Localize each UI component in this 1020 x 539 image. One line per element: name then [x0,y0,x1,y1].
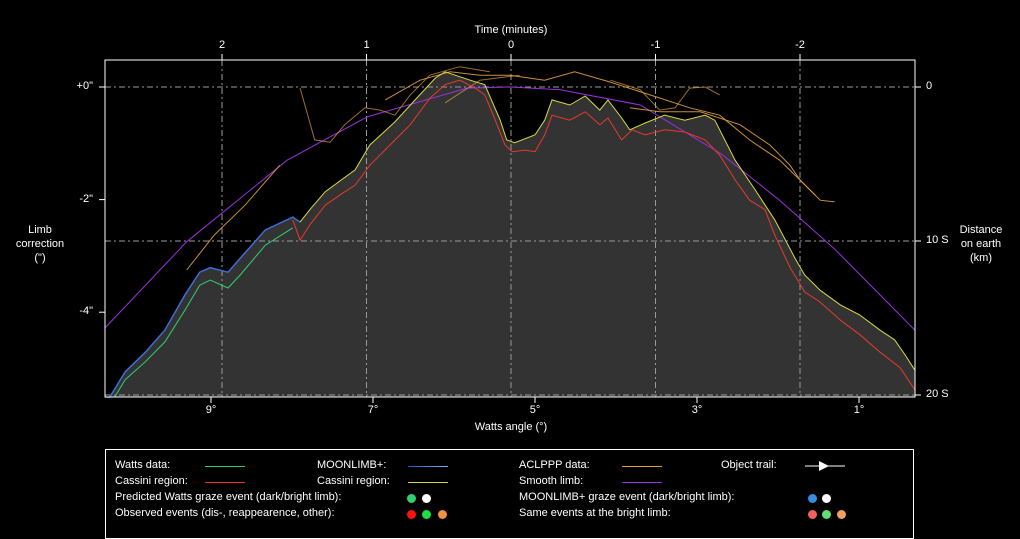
legend-dot-bright-reappearance [822,510,831,519]
legend-dot-watts-bright [422,494,431,503]
legend-label-object-trail: Object trail: [721,459,777,471]
legend-line-moonlimb [408,466,448,467]
series-cassini-moonlimb [299,71,916,371]
bottom-tick-label: 9° [205,404,217,416]
right-axis-title-2: on earth [960,238,1002,250]
bottom-tick-label: 3° [691,404,703,416]
right-tick-label: 10 S [926,234,949,246]
right-axis-title-3: (km) [970,252,992,264]
top-tick-label: -1 [650,39,661,51]
legend-line-cassini-watts [205,482,245,483]
right-axis-title-1: Distance [959,224,1003,236]
object-trail-arrow-icon [805,461,845,471]
profile-fill-area [104,71,915,403]
bottom-axis-title: Watts angle (°) [474,421,548,433]
legend-label-cassini-watts: Cassini region: [115,475,188,487]
limb-profile-chart [0,0,1020,448]
series-aclppp-trace [186,164,281,271]
series-aclppp-trace [444,74,520,104]
legend-label-cassini-moonlimb: Cassini region: [317,475,390,487]
left-axis-title-3: (") [34,252,46,264]
mask-left [0,0,105,440]
legend-line-aclppp [622,466,662,467]
legend-label-bright-limb-events: Same events at the bright limb: [519,507,671,519]
mask-bottom [0,398,1020,448]
legend-dot-bright-other [837,510,846,519]
series-smooth-limb [104,86,916,331]
series-aclppp-trace [610,79,720,111]
legend-line-watts [205,466,245,467]
legend: Watts data: MOONLIMB+: ACLPPP data: Obje… [105,449,914,539]
series-moonlimb [104,216,301,403]
series-watts-data [114,227,294,398]
left-axis-title-1: Limb [28,224,52,236]
series-cassini-watts [292,79,916,391]
legend-dot-disappearance [407,510,416,519]
legend-line-cassini-moonlimb [408,482,448,483]
legend-dot-moonlimb-dark [808,494,817,503]
top-tick-label: 2 [218,39,226,51]
left-tick-label: +0" [76,80,93,92]
legend-dot-other [438,510,447,519]
legend-label-watts: Watts data: [115,459,171,471]
bottom-tick-label: 7° [367,404,379,416]
top-tick-label: 0 [507,39,515,51]
top-tick-label: 1 [363,39,370,51]
legend-dot-moonlimb-bright [822,494,831,503]
series-aclppp-trace [384,71,835,203]
legend-label-aclppp: ACLPPP data: [519,459,590,471]
legend-dot-bright-disappearance [808,510,817,519]
legend-label-predicted-watts-graze: Predicted Watts graze event (dark/bright… [115,491,342,503]
legend-dot-watts-dark [407,494,416,503]
right-tick-label: 20 S [926,388,949,400]
legend-label-moonlimb-graze: MOONLIMB+ graze event (dark/bright limb)… [519,491,735,503]
left-axis-title-2: correction [15,238,65,250]
top-axis-title: Time (minutes) [474,24,548,36]
bottom-tick-label: 5° [529,404,541,416]
mask-right [916,0,1020,440]
mask-top [0,0,1020,60]
series-aclppp-trace [299,66,490,143]
legend-dot-reappearance [422,510,431,519]
left-tick-label: -4" [79,305,93,318]
legend-label-smooth-limb: Smooth limb: [519,475,584,487]
plot-frame [104,59,916,398]
legend-label-observed-events: Observed events (dis-, reappearence, oth… [115,507,335,519]
bottom-tick-label: 1° [853,404,865,416]
legend-line-smooth-limb [622,482,662,483]
legend-label-moonlimb: MOONLIMB+: [317,459,387,471]
left-tick-label: -2" [79,192,93,205]
top-tick-label: -2 [795,39,805,51]
right-tick-label: 0 [926,80,933,92]
series-aclppp-trace [629,107,816,196]
